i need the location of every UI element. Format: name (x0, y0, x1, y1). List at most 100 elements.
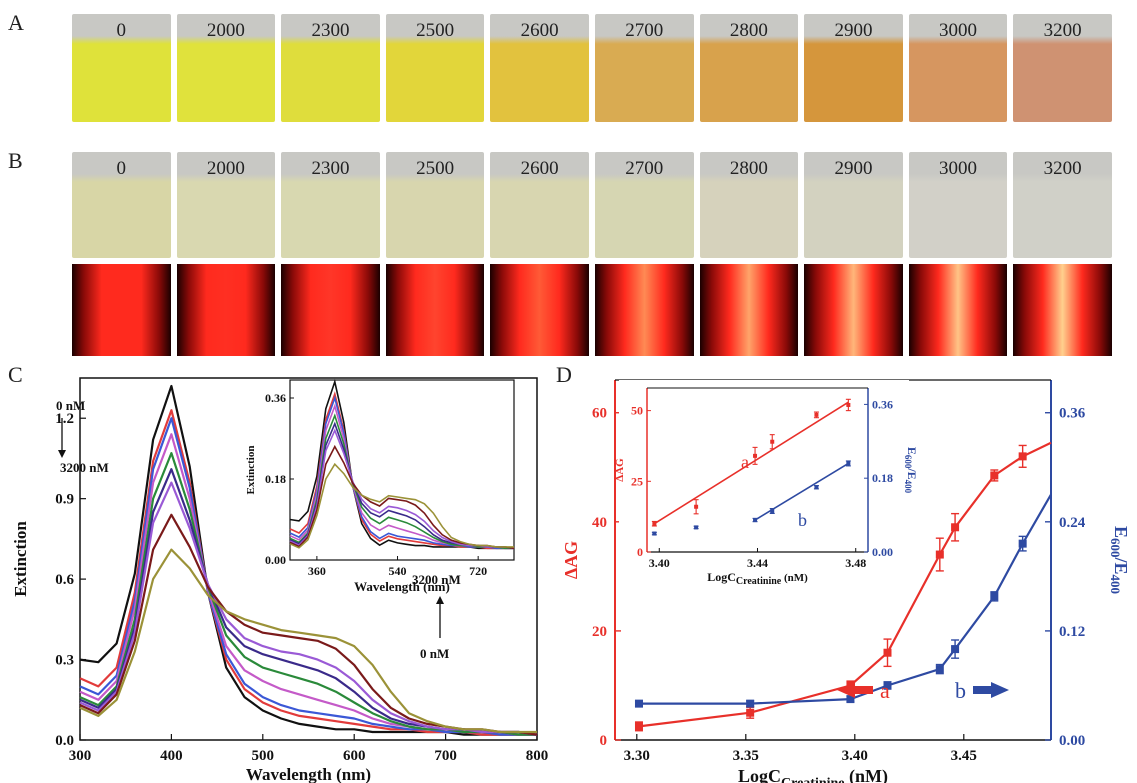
series-a-point (634, 722, 643, 731)
x-axis-label: LogCCreatinine (nM) (738, 766, 888, 783)
inset-series-a-point (753, 453, 758, 458)
inset-series-a-point (652, 521, 657, 526)
vial-label: 2900 (834, 158, 873, 179)
x-tick-label: 600 (343, 748, 366, 764)
inset-y-tick-label: 0.00 (265, 553, 286, 567)
vial-label: 2300 (311, 158, 350, 179)
x-tick-label: 800 (526, 748, 549, 764)
inset-series-b-label: b (798, 510, 807, 530)
y-tick-label: 0.0 (55, 733, 74, 749)
y-tick-label: 0.6 (55, 572, 74, 588)
inset-spectrum-line-4 (289, 413, 514, 550)
x-tick-label: 300 (69, 748, 92, 764)
vial-b-2800: 2800 (699, 152, 799, 258)
x-tick-label: 3.30 (624, 748, 650, 764)
inset-y-left-axis-label: ΔAG (614, 458, 626, 482)
vial-label: 2500 (416, 158, 455, 179)
inset-x-tick-label: 3.48 (845, 556, 866, 570)
series-b-point (1018, 539, 1027, 548)
scatter-band-2000 (176, 264, 276, 356)
arrow-up-head (436, 596, 444, 604)
inset-series-b-point (814, 485, 819, 490)
spectrum-line-4 (79, 452, 537, 736)
y-tick-label: 0.3 (55, 653, 74, 669)
inset-series-b-point (753, 518, 758, 523)
vial-label: 3200 (1043, 20, 1082, 41)
vial-b-2700: 2700 (594, 152, 694, 258)
y-tick-label: 0.9 (55, 492, 74, 508)
scatter-band-3000 (908, 264, 1008, 356)
inset-series-b-point (694, 525, 699, 530)
annotation-top-start: 0 nM (56, 398, 85, 413)
spectrum-line-0 (79, 384, 537, 736)
vial-label: 0 (116, 20, 127, 41)
panel-label-b: B (8, 148, 23, 173)
x-tick-label: 3.35 (733, 748, 759, 764)
y-right-axis-label: E600/E400 (1108, 526, 1131, 594)
scatter-band-2500 (385, 264, 485, 356)
vial-label: 2300 (311, 20, 350, 41)
vial-a-3000: 3000 (908, 14, 1008, 122)
extinction-spectra-chart: 300 400 500 600 700 800 0.0 0.3 0.6 0.9 1.2 Wavelen… (11, 377, 549, 783)
vial-b-2900: 2900 (804, 152, 903, 258)
annotation-top-end: 3200 nM (60, 460, 109, 475)
scatter-band-2600 (490, 264, 589, 356)
inset-x-tick-label: 3.44 (747, 556, 768, 570)
y-left-axis-label: ΔAG (561, 541, 581, 579)
vial-b-2500: 2500 (385, 152, 485, 258)
series-b-point (935, 665, 944, 674)
y-right-tick-label: 0.12 (1059, 624, 1085, 640)
scatter-band-2900 (804, 264, 903, 356)
inset-frame (289, 379, 515, 561)
y-axis-label: Extinction (11, 521, 30, 597)
vial-label: 2700 (625, 20, 664, 41)
inset-y-right-tick-label: 0.00 (872, 545, 893, 559)
y-left-tick-label: 20 (592, 624, 607, 640)
vial-label: 2700 (625, 158, 664, 179)
vial-row-a: 0 2000 2300 2500 2600 2700 2800 2900 3000 3200 (72, 14, 1112, 122)
vial-label: 3000 (939, 158, 978, 179)
y-right-tick-label: 0.00 (1059, 733, 1085, 749)
vial-label: 2600 (520, 20, 559, 41)
series-a-point (990, 471, 999, 480)
inset-y-right-axis-label: E600/E400 (903, 447, 919, 494)
vial-a-2300: 2300 (281, 14, 380, 122)
arrow-left-red (837, 682, 873, 698)
vial-label: 3200 (1043, 158, 1082, 179)
series-a-point (1018, 452, 1027, 461)
inset-series-b-point (846, 461, 851, 466)
vial-b-3200: 3200 (1013, 152, 1112, 258)
plot-frame (79, 377, 538, 741)
vial-b-2000: 2000 (176, 152, 276, 258)
panel-label-a: A (8, 10, 24, 35)
y-right-tick-label: 0.36 (1059, 406, 1086, 422)
inset-y-tick-label: 0.36 (265, 391, 286, 405)
inset-spectrum-line-8 (289, 462, 514, 549)
annotation-right-bottom: 0 nM (420, 646, 449, 661)
inset-background (619, 380, 909, 596)
scattering-strip (72, 264, 1112, 356)
series-b-point (990, 592, 999, 601)
inset-series-a-point (694, 504, 699, 509)
vial-label: 2600 (520, 158, 559, 179)
y-right-tick-label: 0.24 (1059, 515, 1086, 531)
inset-series-a-point (770, 439, 775, 444)
scatter-band-2300 (281, 264, 380, 356)
inset-series-b-point (652, 531, 657, 536)
vial-label: 2500 (416, 20, 455, 41)
y-left-tick-label: 0 (600, 733, 608, 749)
series-b-point (951, 645, 960, 654)
x-axis-label: Wavelength (nm) (246, 765, 371, 783)
scatter-band-0 (72, 264, 171, 356)
inset-x-tick-label: 360 (308, 564, 326, 578)
annotation-right-top: 3200 nM (412, 572, 461, 587)
inset-spectrum-line-0 (289, 378, 514, 550)
vial-label: 2000 (206, 20, 245, 41)
vial-label: 2800 (729, 20, 768, 41)
vial-label: 3000 (939, 20, 978, 41)
vial-a-2900: 2900 (804, 14, 903, 122)
scatter-band-2700 (594, 264, 694, 356)
vial-a-2700: 2700 (594, 14, 694, 122)
inset-y-left-tick-label: 25 (631, 474, 643, 488)
series-a-point (746, 708, 755, 717)
